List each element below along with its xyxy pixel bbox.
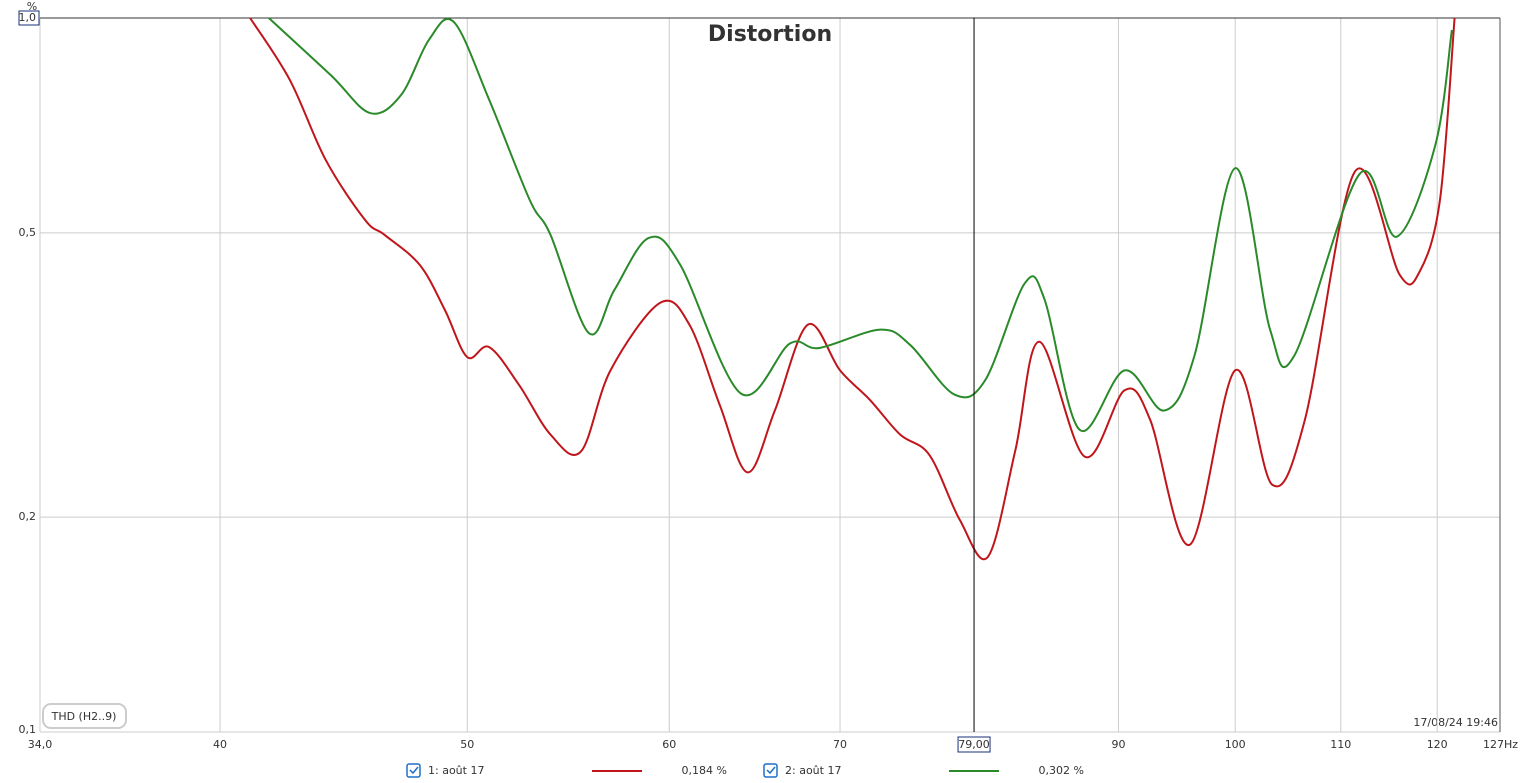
badge-box: [42, 703, 127, 729]
x-tick-label: 60: [662, 738, 676, 751]
legend-checkbox[interactable]: [406, 763, 421, 778]
x-tick-label: 90: [1111, 738, 1125, 751]
y-tick-label: 0,2: [19, 510, 37, 523]
x-tick-label: 120: [1427, 738, 1448, 751]
x-tick-label: 70: [833, 738, 847, 751]
x-tick-label: 127Hz: [1483, 738, 1518, 751]
x-tick-label: 40: [213, 738, 227, 751]
x-tick-label: 100: [1225, 738, 1246, 751]
legend-check: [766, 766, 776, 775]
timestamp: 17/08/24 19:46: [1413, 716, 1498, 729]
y-unit: %: [27, 0, 37, 13]
y-tick-label: 1,0: [19, 11, 37, 24]
chart-title: Distortion: [708, 22, 832, 47]
y-tick-label: 0,1: [19, 723, 37, 736]
legend-name: 2: août 17: [785, 764, 841, 777]
legend-checkbox[interactable]: [763, 763, 778, 778]
series-line: [268, 17, 1453, 433]
legend-name: 1: août 17: [428, 764, 484, 777]
series-line: [249, 17, 1456, 561]
cursor-label: 79,00: [958, 738, 990, 751]
legend-readout: 0,302 %: [1039, 764, 1084, 777]
x-tick-label: 50: [460, 738, 474, 751]
legend-readout: 0,184 %: [682, 764, 727, 777]
cursor-box: [957, 736, 991, 753]
x-tick-label: 34,0: [28, 738, 53, 751]
y-tick-label: 0,5: [19, 226, 37, 239]
x-tick-label: 110: [1330, 738, 1351, 751]
y-tick-box: [18, 10, 40, 26]
badge: THD (H2..9): [51, 710, 117, 723]
legend-check: [409, 766, 419, 775]
